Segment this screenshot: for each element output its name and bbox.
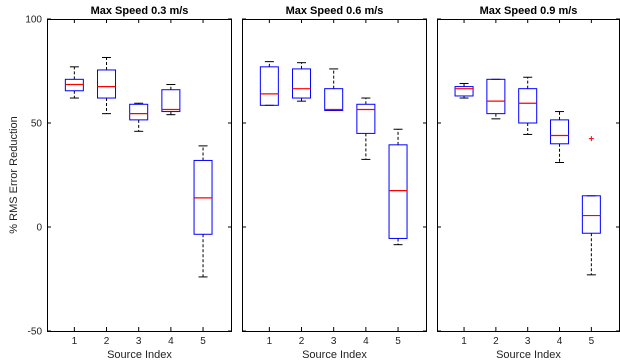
iqr-box: [129, 103, 149, 121]
y-tick-label: 50: [31, 119, 43, 130]
x-tick-label: 4: [363, 336, 369, 347]
iqr-box: [259, 66, 279, 106]
y-tick-label: -50: [28, 327, 43, 338]
box-5: [388, 128, 408, 246]
box-2: [486, 78, 506, 120]
iqr-box: [356, 103, 376, 134]
box-5: [581, 136, 601, 276]
iqr-box: [292, 68, 312, 99]
x-tick-label: 2: [299, 336, 305, 347]
box-4: [161, 84, 181, 116]
iqr-box: [324, 88, 344, 112]
plot-frame: [242, 19, 427, 332]
box-3: [129, 102, 149, 132]
y-tick-label: 100: [25, 15, 42, 26]
x-tick-label: 4: [557, 336, 563, 347]
x-tick-label: 2: [493, 336, 499, 347]
x-tick-label: 5: [589, 336, 595, 347]
outlier-marker: [588, 136, 594, 142]
iqr-box: [161, 89, 181, 113]
x-tick-label: 1: [72, 336, 78, 347]
box-5: [193, 145, 213, 278]
iqr-box: [550, 119, 570, 145]
panel-title: Max Speed 0.3 m/s: [91, 5, 189, 17]
panels-group: Max Speed 0.3 m/s -50 0 50 100 1 2 3 4 5 Source In…: [25, 5, 620, 361]
box-2: [97, 56, 117, 115]
x-axis-label: Source Index: [496, 349, 561, 361]
box-3: [324, 68, 344, 112]
iqr-box: [518, 88, 538, 124]
x-tick-label: 3: [331, 336, 337, 347]
y-axis-label: % RMS Error Reduction: [8, 116, 20, 233]
x-tick-label: 3: [136, 336, 142, 347]
box-2: [292, 62, 312, 102]
panel-1: Max Speed 0.3 m/s -50 0 50 100 1 2 3 4 5 Source In…: [25, 5, 232, 361]
x-tick-label: 1: [461, 336, 467, 347]
x-axis-label: Source Index: [302, 349, 367, 361]
panel-2: Max Speed 0.6 m/s 1 2 3 4 5 Source Index: [242, 5, 427, 361]
box-1: [259, 61, 279, 106]
x-tick-label: 5: [395, 336, 401, 347]
iqr-box: [581, 195, 601, 234]
panel-title: Max Speed 0.9 m/s: [480, 5, 578, 17]
iqr-box: [486, 78, 506, 115]
x-tick-label: 4: [168, 336, 174, 347]
box-3: [518, 76, 538, 135]
box-1: [454, 82, 474, 99]
iqr-box: [388, 144, 408, 239]
plot-frame: [437, 19, 620, 332]
x-tick-label: 1: [267, 336, 273, 347]
plot-frame: [47, 19, 232, 332]
box-1: [64, 66, 84, 99]
panel-title: Max Speed 0.6 m/s: [286, 5, 384, 17]
box-4: [356, 97, 376, 160]
x-axis-label: Source Index: [107, 349, 172, 361]
iqr-box: [454, 86, 474, 97]
x-tick-label: 2: [104, 336, 110, 347]
iqr-box: [97, 69, 117, 99]
x-tick-label: 3: [525, 336, 531, 347]
x-tick-label: 5: [200, 336, 206, 347]
y-tick-label: 0: [36, 223, 42, 234]
panel-3: Max Speed 0.9 m/s 1 2 3 4 5 Source Index: [437, 5, 620, 361]
box-4: [550, 111, 570, 164]
